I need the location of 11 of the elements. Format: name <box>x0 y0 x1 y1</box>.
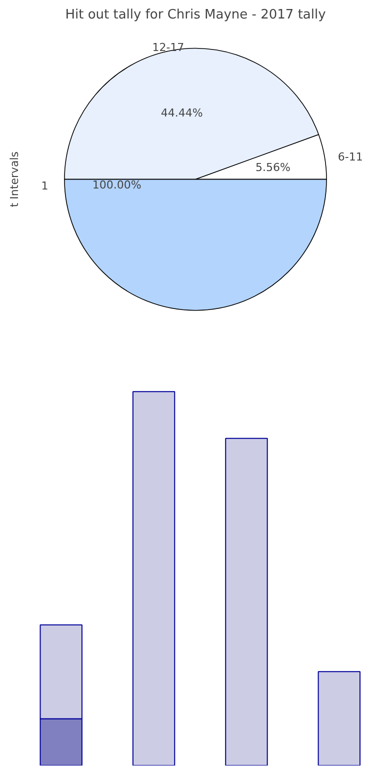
data-label: 5.56% <box>255 161 290 174</box>
slice-label: 12-17 <box>152 40 184 54</box>
bar <box>132 391 176 766</box>
slice-label: 6-11 <box>338 150 363 164</box>
text: 1 <box>41 179 48 192</box>
bar <box>318 671 361 766</box>
bar <box>225 438 268 766</box>
text: 100.00% <box>92 178 142 192</box>
data-label: 44.44% <box>160 106 203 120</box>
chart-title: Hit out tally for Chris Mayne - 2017 tally <box>65 8 326 22</box>
text: t Intervals <box>8 151 22 208</box>
